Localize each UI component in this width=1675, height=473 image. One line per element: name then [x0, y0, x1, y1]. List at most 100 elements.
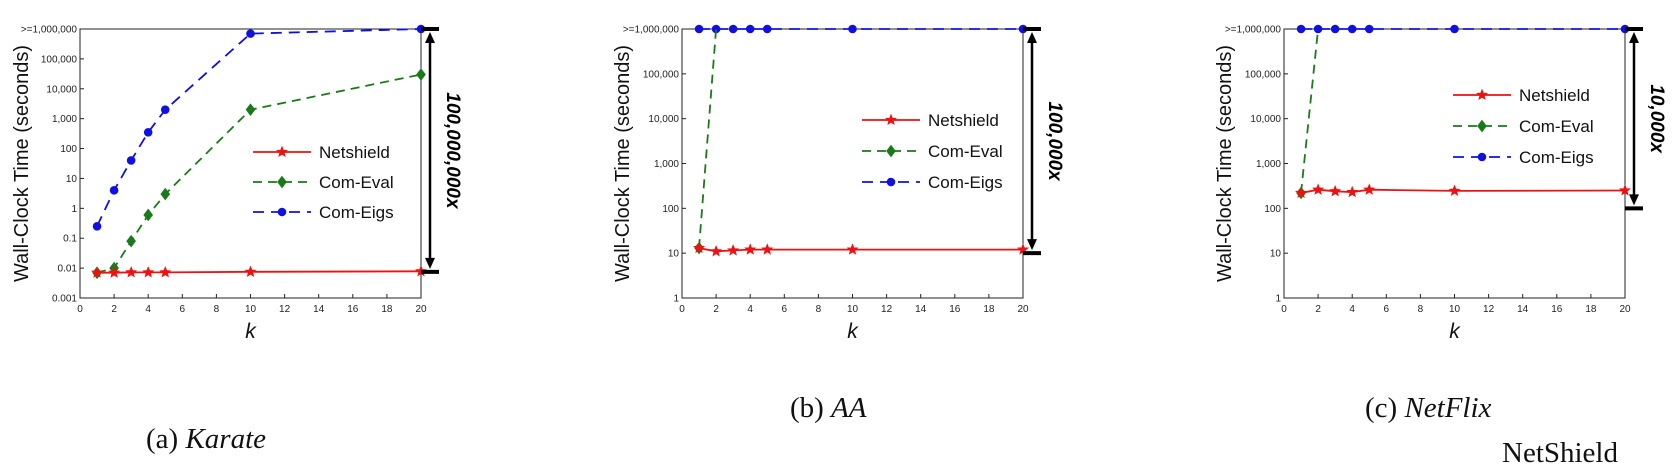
data-point-com-eigs-a [143, 127, 153, 137]
speedup-arrowhead-bottom-b [1027, 239, 1037, 251]
data-point-netshield-b [846, 243, 859, 255]
y-axis-label-a: Wall-Clock Time (seconds) [11, 45, 33, 282]
legend-marker-com-eval-c [1477, 119, 1487, 133]
data-point-com-eval-a [143, 208, 154, 222]
y-tick-label-b: 100 [662, 204, 679, 215]
data-point-com-eigs-b [745, 24, 755, 34]
data-point-com-eval-a [160, 187, 171, 201]
legend-marker-com-eigs-c [1477, 152, 1487, 162]
data-point-com-eigs-b [848, 24, 857, 34]
legend-label-com-eigs-b: Com-Eigs [928, 173, 1003, 192]
data-point-com-eigs-c [1313, 24, 1323, 34]
legend-marker-netshield-b [885, 113, 897, 126]
y-tick-label-c: 100,000 [1245, 69, 1282, 80]
caption-b: (b) AA [790, 392, 867, 425]
speedup-annotation-c: 10,000x [1625, 27, 1667, 211]
x-tick-label-a: 4 [145, 304, 151, 315]
x-tick-label-a: 10 [245, 304, 257, 315]
x-tick-label-b: 4 [747, 304, 753, 315]
y-tick-label-b: >=1,000,000 [623, 25, 680, 36]
caption-a: (a) Karate [146, 423, 266, 456]
x-tick-label-a: 16 [347, 304, 359, 315]
data-point-com-eigs-b [711, 24, 721, 34]
y-axis-label-c: Wall-Clock Time (seconds) [1214, 45, 1236, 282]
legend-label-com-eigs-a: Com-Eigs [319, 203, 394, 222]
caption-b-prefix: (b) [790, 392, 832, 424]
data-point-com-eigs-c [1364, 24, 1374, 34]
y-tick-label-a: 10 [66, 174, 78, 185]
data-point-com-eigs-a [246, 29, 255, 38]
data-point-netshield-a [244, 265, 257, 277]
x-tick-label-b: 16 [949, 304, 961, 315]
data-point-netshield-b [710, 244, 723, 257]
y-tick-label-b: 10,000 [648, 114, 679, 125]
footer-label: NetShield [1502, 437, 1618, 469]
x-tick-label-c: 18 [1585, 304, 1597, 315]
y-tick-label-c: 10 [1270, 249, 1282, 260]
x-tick-label-c: 10 [1449, 304, 1461, 315]
x-tick-label-b: 20 [1017, 304, 1029, 315]
x-tick-label-c: 2 [1315, 304, 1321, 315]
y-tick-label-a: 1 [71, 204, 77, 215]
chart-a: 0 2 4 6 8 10 12 14 16 18 20 0.001 0.01 0.1 1 10 100 1,000… [11, 25, 463, 344]
speedup-label-c: 10,000x [1646, 84, 1667, 154]
x-tick-label-a: 12 [279, 304, 291, 315]
legend-marker-com-eigs-b [886, 177, 896, 187]
y-tick-label-a: 0.001 [52, 294, 77, 305]
caption-c: (c) NetFlix [1365, 392, 1491, 425]
legend-marker-netshield-c [1476, 88, 1488, 101]
x-tick-label-a: 8 [214, 304, 220, 315]
data-point-netshield-c [1329, 185, 1342, 197]
x-tick-label-c: 6 [1384, 304, 1390, 315]
y-tick-label-c: 10,000 [1250, 114, 1281, 125]
x-axis-label-b: k [847, 320, 859, 343]
data-point-com-eval-a [126, 234, 136, 248]
y-tick-label-a: 100 [60, 144, 77, 155]
data-point-netshield-c [1619, 184, 1631, 196]
data-point-netshield-c [1295, 186, 1308, 199]
plot-frame-b [681, 28, 1024, 299]
caption-c-prefix: (c) [1365, 392, 1405, 424]
y-tick-label-c: 100 [1264, 204, 1281, 215]
data-point-netshield-b [727, 244, 740, 256]
y-tick-label-a: 1,000 [52, 114, 77, 125]
y-tick-label-a: 0.1 [63, 234, 77, 245]
y-tick-label-a: 100,000 [41, 54, 78, 65]
data-point-netshield-b [761, 243, 774, 255]
data-point-com-eval-a [416, 68, 426, 81]
data-point-netshield-a [91, 266, 104, 278]
legend-label-com-eigs-c: Com-Eigs [1519, 148, 1594, 167]
x-tick-label-c: 8 [1418, 304, 1424, 315]
x-tick-label-a: 0 [77, 304, 83, 315]
y-tick-label-c: >=1,000,000 [1225, 25, 1282, 36]
data-point-netshield-b [693, 241, 706, 254]
legend-marker-com-eval-b [886, 144, 896, 158]
x-tick-label-b: 10 [847, 304, 859, 315]
y-tick-label-b: 1 [673, 294, 679, 305]
data-point-com-eigs-a [92, 222, 102, 231]
speedup-arrowhead-top-a [425, 32, 435, 43]
data-point-netshield-a [125, 266, 138, 278]
legend-label-netshield-a: Netshield [319, 143, 390, 162]
legend-marker-com-eval-a [277, 175, 287, 189]
x-tick-label-a: 14 [313, 304, 325, 315]
x-tick-label-a: 6 [180, 304, 186, 315]
data-point-com-eigs-c [1450, 24, 1459, 34]
x-tick-label-b: 0 [679, 304, 685, 315]
y-tick-label-c: 1 [1275, 294, 1281, 305]
y-tick-label-b: 1,000 [654, 159, 679, 170]
data-point-com-eigs-a [109, 186, 119, 195]
speedup-arrowhead-top-b [1027, 32, 1037, 43]
chart-c: 0 2 4 6 8 10 12 14 16 18 20 1 10 100 1,000 10,000 100,00… [1214, 25, 1667, 344]
legend-label-com-eval-b: Com-Eval [928, 142, 1003, 161]
legend-a: Netshield Com-Eval Com-Eigs [253, 143, 394, 222]
data-point-com-eigs-a [160, 105, 170, 114]
legend-label-com-eval-a: Com-Eval [319, 173, 394, 192]
caption-c-name: NetFlix [1404, 392, 1492, 424]
y-tick-label-a: 0.01 [58, 264, 78, 275]
data-point-com-eigs-c [1347, 24, 1357, 34]
caption-a-prefix: (a) [146, 423, 186, 455]
legend-marker-com-eigs-a [277, 207, 287, 217]
legend-b: Netshield Com-Eval Com-Eigs [862, 111, 1003, 192]
